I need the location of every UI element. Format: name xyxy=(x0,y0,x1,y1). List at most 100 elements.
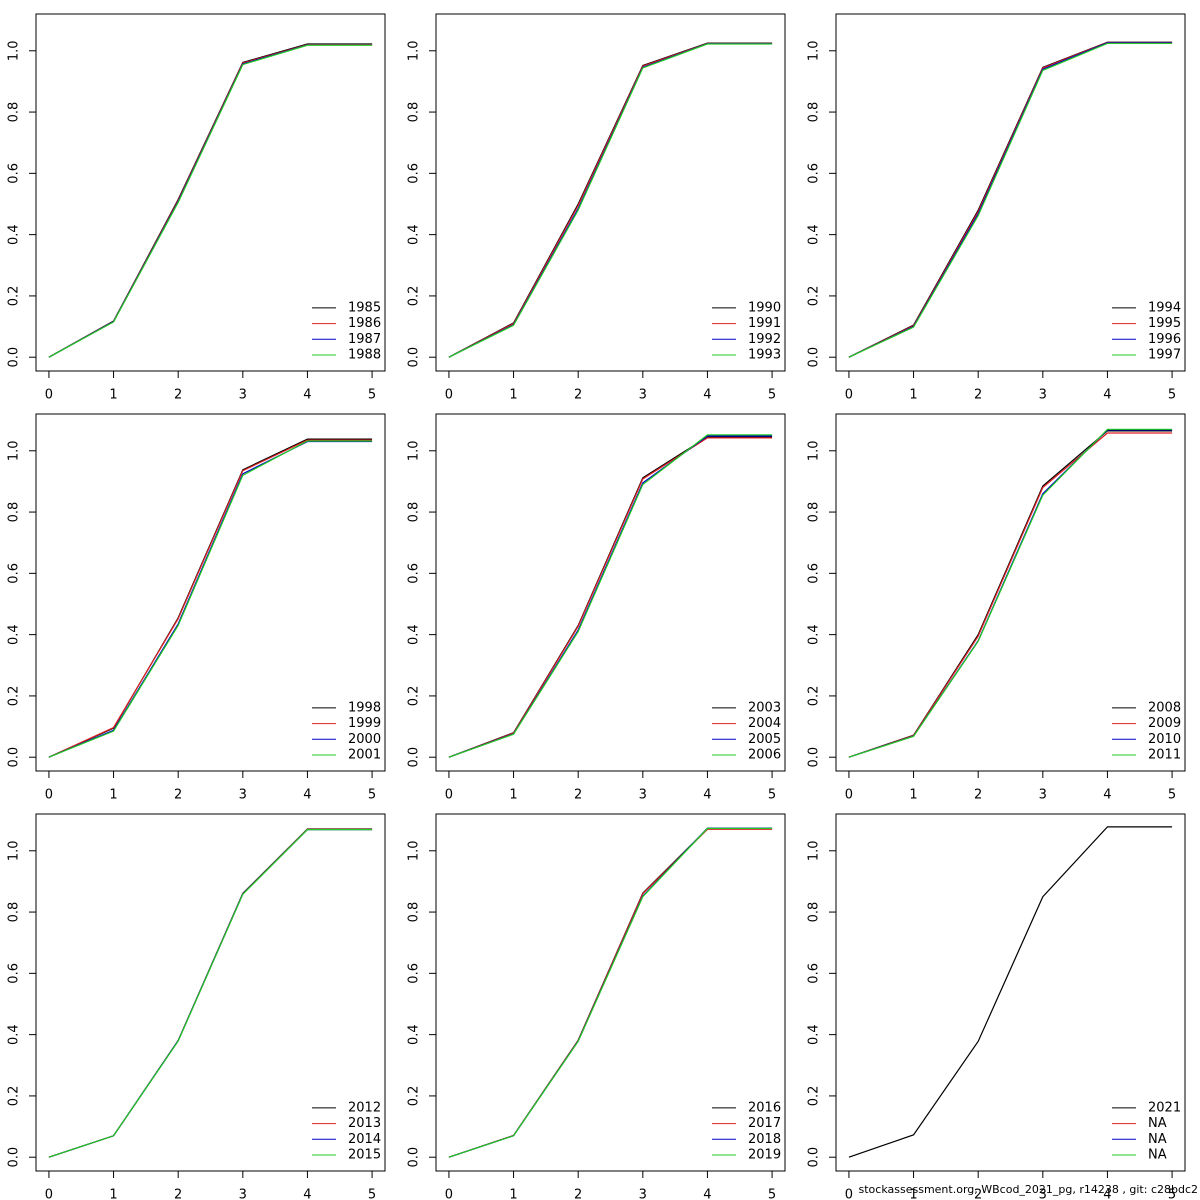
plot-box xyxy=(435,813,786,1172)
legend-label: 2011 xyxy=(1148,748,1181,763)
legend-label: 2012 xyxy=(348,1100,381,1115)
legend-label: 1986 xyxy=(348,316,381,331)
legend-label: NA xyxy=(1148,1116,1167,1131)
legend-label: NA xyxy=(1148,1148,1167,1163)
legend-label: 1995 xyxy=(1148,316,1181,331)
series-line xyxy=(48,439,373,758)
plot-box xyxy=(435,13,786,372)
plot-box xyxy=(35,813,386,1172)
x-tick-label: 1 xyxy=(509,1188,517,1200)
x-tick-label: 2 xyxy=(174,1188,182,1200)
series-line xyxy=(848,432,1173,758)
x-tick-label: 3 xyxy=(239,388,247,403)
y-tick-label: 0.2 xyxy=(407,286,422,307)
x-tick-label: 0 xyxy=(845,388,853,403)
legend-label: 2015 xyxy=(348,1148,381,1163)
y-tick-label: 0.6 xyxy=(7,563,22,584)
x-tick-label: 0 xyxy=(445,788,453,803)
legend-label: 1988 xyxy=(348,348,381,363)
series-line xyxy=(848,41,1173,358)
legend-label: 2009 xyxy=(1148,716,1181,731)
y-tick-label: 1.0 xyxy=(807,840,822,861)
series-line xyxy=(48,440,373,758)
legend-label: 1985 xyxy=(348,300,381,315)
y-tick-label: 1.0 xyxy=(407,440,422,461)
y-tick-label: 0.4 xyxy=(7,624,22,645)
x-tick-label: 4 xyxy=(703,388,711,403)
x-tick-label: 5 xyxy=(768,388,776,403)
x-tick-label: 2 xyxy=(574,1188,582,1200)
legend-label: 2016 xyxy=(748,1100,781,1115)
x-tick-label: 2 xyxy=(174,388,182,403)
legend-label: 2013 xyxy=(348,1116,381,1131)
y-tick-label: 0.0 xyxy=(7,747,22,768)
series-line xyxy=(448,436,773,758)
x-tick-label: 2 xyxy=(174,788,182,803)
y-tick-label: 0.6 xyxy=(407,963,422,984)
y-tick-label: 1.0 xyxy=(7,840,22,861)
x-tick-label: 2 xyxy=(574,788,582,803)
x-tick-label: 5 xyxy=(768,788,776,803)
y-tick-label: 0.8 xyxy=(7,102,22,123)
x-tick-label: 4 xyxy=(1103,388,1111,403)
series-line xyxy=(848,428,1173,758)
x-tick-label: 5 xyxy=(1168,1188,1176,1200)
x-tick-label: 3 xyxy=(1039,1188,1047,1200)
series-line xyxy=(448,43,773,358)
x-tick-label: 1 xyxy=(109,388,117,403)
legend-label: 2014 xyxy=(348,1132,381,1147)
legend-label: 1987 xyxy=(348,332,381,347)
series-line xyxy=(448,435,773,758)
x-tick-label: 4 xyxy=(703,788,711,803)
series-line xyxy=(48,44,373,358)
plot-box xyxy=(35,13,386,372)
x-tick-label: 1 xyxy=(909,1188,917,1200)
x-tick-label: 1 xyxy=(909,388,917,403)
legend-label: 2019 xyxy=(748,1148,781,1163)
x-tick-label: 4 xyxy=(303,1188,311,1200)
plot-box xyxy=(835,813,1186,1172)
x-tick-label: 2 xyxy=(974,388,982,403)
legend-label: 2005 xyxy=(748,732,781,747)
series-line xyxy=(48,440,373,758)
x-tick-label: 5 xyxy=(768,1188,776,1200)
legend-label: 2003 xyxy=(748,700,781,715)
x-tick-label: 0 xyxy=(45,388,53,403)
x-tick-label: 3 xyxy=(639,388,647,403)
series-line xyxy=(848,41,1173,358)
y-tick-label: 0.2 xyxy=(7,686,22,707)
x-tick-label: 3 xyxy=(239,788,247,803)
legend-label: 1999 xyxy=(348,716,381,731)
legend-label: 2010 xyxy=(1148,732,1181,747)
y-tick-label: 0.4 xyxy=(407,1024,422,1045)
y-tick-label: 0.0 xyxy=(7,347,22,368)
y-tick-label: 0.8 xyxy=(407,902,422,923)
legend-label: 1993 xyxy=(748,348,781,363)
y-tick-label: 0.6 xyxy=(407,163,422,184)
y-tick-label: 0.6 xyxy=(807,163,822,184)
y-tick-label: 0.6 xyxy=(807,963,822,984)
series-line xyxy=(448,42,773,358)
y-tick-label: 0.0 xyxy=(407,347,422,368)
series-line xyxy=(848,42,1173,358)
series-line xyxy=(48,43,373,358)
y-tick-label: 0.2 xyxy=(807,1086,822,1107)
legend-label: 2018 xyxy=(748,1132,781,1147)
y-tick-label: 0.2 xyxy=(7,1086,22,1107)
series-line xyxy=(48,44,373,358)
y-tick-label: 0.6 xyxy=(7,963,22,984)
y-tick-label: 0.0 xyxy=(807,747,822,768)
y-tick-label: 0.6 xyxy=(7,163,22,184)
plot-box xyxy=(35,413,386,772)
y-tick-label: 0.4 xyxy=(407,224,422,245)
y-tick-label: 0.6 xyxy=(407,563,422,584)
y-tick-label: 1.0 xyxy=(807,40,822,61)
y-tick-label: 0.8 xyxy=(807,102,822,123)
series-line xyxy=(848,42,1173,358)
y-tick-label: 0.0 xyxy=(7,1147,22,1168)
x-tick-label: 5 xyxy=(368,1188,376,1200)
legend-label: 2006 xyxy=(748,748,781,763)
